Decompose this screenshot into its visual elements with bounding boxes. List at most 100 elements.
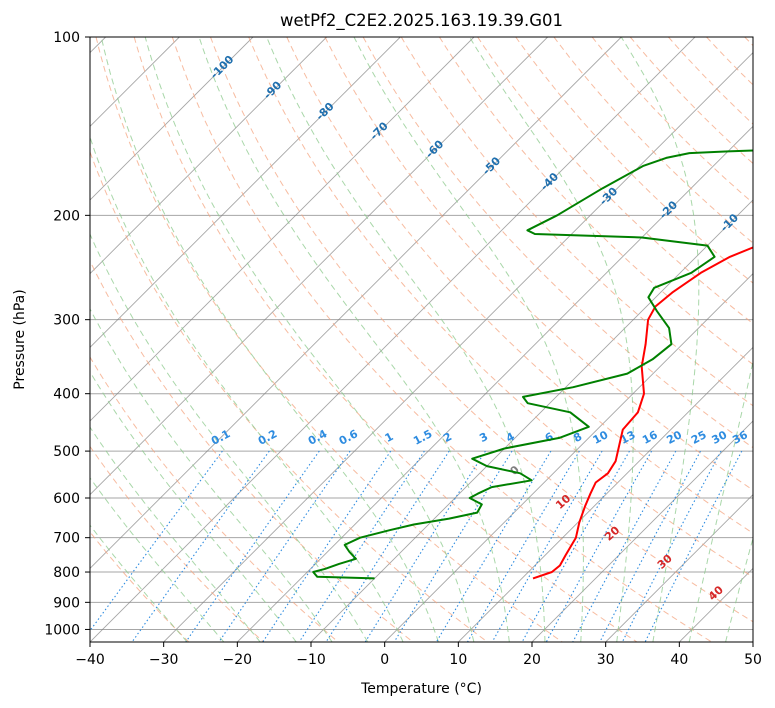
isotherm-line	[90, 37, 622, 569]
dry-adiabat-label: -100	[208, 53, 237, 82]
mixing-ratio-line	[262, 450, 392, 642]
moist-adiabat-line	[266, 37, 546, 642]
dry-adiabat-line	[591, 37, 753, 204]
x-tick-label: −10	[296, 652, 326, 668]
chart-title: wetPf2_C2E2.2025.163.19.39.G01	[280, 11, 563, 31]
x-tick-label: −30	[149, 652, 179, 668]
mixing-ratio-label: 25	[689, 428, 709, 447]
x-tick-label: 0	[380, 652, 389, 668]
isotherm-line	[90, 37, 327, 275]
y-tick-label: 500	[53, 444, 80, 460]
dry-adiabat-line	[90, 356, 339, 642]
moist-adiabat-line	[90, 232, 369, 642]
y-axis-label: Pressure (hPa)	[12, 289, 28, 389]
dry-adiabat-line	[133, 37, 638, 642]
mixing-ratio-line	[298, 450, 425, 642]
moist-adiabat-line	[90, 308, 333, 642]
moist-adiabat-line	[90, 476, 225, 642]
isotherm-line	[531, 420, 753, 642]
mixing-ratio-line	[393, 450, 513, 642]
moist-adiabat-line	[90, 135, 404, 642]
mixing-ratio-line	[621, 450, 722, 642]
mixing-ratio-label: 10	[591, 428, 611, 447]
isotherm-line	[384, 273, 753, 642]
x-tick-label: −40	[75, 652, 105, 668]
x-tick-label: 30	[597, 652, 615, 668]
x-axis-label: Temperature (°C)	[360, 681, 482, 697]
dry-adiabat-line	[171, 37, 712, 642]
mixing-ratio-line	[521, 450, 630, 642]
x-tick-label: −20	[223, 652, 253, 668]
mixing-ratio-line	[325, 450, 450, 642]
dry-adiabat-label: -70	[368, 119, 391, 142]
mixing-ratio-label: 0.2	[256, 427, 279, 448]
moist-adiabat-label: 40	[706, 583, 726, 603]
isotherm-line	[90, 37, 401, 348]
dry-adiabat-line	[90, 531, 190, 642]
moist-adiabat-line	[353, 37, 584, 642]
dry-adiabat-label: -90	[261, 78, 284, 101]
x-tick-label: 40	[670, 652, 688, 668]
mixing-ratio-label: 1	[383, 430, 396, 445]
dry-adiabat-line	[324, 37, 753, 491]
isotherm-line	[90, 37, 696, 642]
dry-adiabat-line	[90, 150, 488, 642]
dry-adiabat-line	[706, 37, 753, 86]
dry-adiabat-line	[400, 37, 753, 407]
mixing-ratio-line	[491, 450, 603, 642]
y-tick-label: 100	[53, 30, 80, 46]
moist-adiabat-label: 30	[655, 552, 675, 572]
y-tick-label: 1000	[44, 622, 80, 638]
mixing-ratio-line	[599, 450, 701, 642]
mixing-ratio-line	[572, 450, 677, 642]
dry-adiabat-line	[90, 259, 414, 642]
data-series	[312, 149, 753, 580]
moist-adiabat-line	[688, 358, 753, 642]
y-tick-label: 600	[53, 491, 80, 507]
dry-adiabat-line	[210, 37, 753, 623]
dry-adiabat-line	[362, 37, 753, 449]
temperature-profile-line	[532, 246, 753, 580]
mixing-ratio-line	[185, 450, 320, 642]
x-tick-label: 10	[449, 652, 467, 668]
moist-adiabat-line	[469, 37, 634, 642]
isotherm-line	[458, 346, 753, 642]
moist-adiabat-line	[90, 426, 261, 642]
isotherm-line	[90, 37, 475, 422]
dry-adiabat-line	[248, 37, 753, 578]
isotherm-line	[679, 567, 753, 642]
y-tick-label: 300	[53, 313, 80, 329]
isotherm-line	[90, 37, 548, 496]
dry-adiabat-line	[438, 37, 753, 366]
mixing-ratio-label: 0.6	[337, 427, 361, 448]
mixing-ratio-line	[218, 450, 351, 642]
dry-adiabat-label: -80	[313, 100, 336, 123]
moist-adiabat-line	[198, 37, 510, 642]
moist-adiabat-line	[620, 37, 700, 642]
mixing-ratio-label: 36	[730, 428, 750, 447]
isotherm-line	[163, 52, 753, 642]
isotherm-line	[237, 125, 753, 642]
dry-adiabat-label: -40	[538, 170, 561, 193]
moist-adiabat-line	[100, 37, 439, 642]
mixing-ratio-label: 16	[640, 428, 660, 447]
y-tick-label: 800	[53, 565, 80, 581]
plot-area	[90, 37, 753, 642]
x-tick-label: 20	[523, 652, 541, 668]
mixing-ratio-line	[644, 450, 743, 642]
dry-adiabat-line	[553, 37, 753, 244]
moist-adiabat-label: 10	[553, 492, 573, 512]
mixing-ratio-line	[545, 450, 653, 642]
dry-adiabat-line	[95, 37, 563, 642]
moist-adiabat-line	[90, 370, 297, 642]
moist-adiabat-line	[144, 37, 475, 642]
mixing-ratio-line	[90, 450, 223, 632]
mixing-ratio-label: 30	[710, 428, 730, 447]
axes: −40 −30 −20 −10 0 10 20 30 40 50 100 200 300 400 500 60…	[44, 30, 762, 668]
y-tick-label: 200	[53, 208, 80, 224]
mixing-ratio-label: 1.5	[411, 427, 434, 448]
moist-adiabat-line	[725, 536, 753, 642]
mixing-ratio-label: 3	[477, 430, 490, 445]
isotherm-line	[752, 641, 753, 642]
